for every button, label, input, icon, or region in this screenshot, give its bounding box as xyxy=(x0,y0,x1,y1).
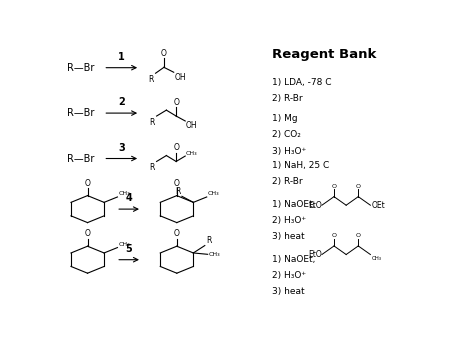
Text: R: R xyxy=(150,118,155,127)
Text: OH: OH xyxy=(186,121,198,130)
Text: R: R xyxy=(149,75,154,84)
Text: O: O xyxy=(331,184,337,189)
Text: Reagent Bank: Reagent Bank xyxy=(272,48,377,61)
Text: CH₃: CH₃ xyxy=(209,252,220,257)
Text: 5: 5 xyxy=(126,244,132,254)
Text: O: O xyxy=(356,184,361,189)
Text: 2) R-Br: 2) R-Br xyxy=(272,94,303,103)
Text: 1) NaOEt,: 1) NaOEt, xyxy=(272,254,316,264)
Text: O: O xyxy=(84,229,91,238)
Text: 2) R-Br: 2) R-Br xyxy=(272,177,303,186)
Text: R—Br: R—Br xyxy=(66,63,94,73)
Text: R—Br: R—Br xyxy=(66,108,94,118)
Text: O: O xyxy=(173,98,179,107)
Text: 2) H₃O⁺: 2) H₃O⁺ xyxy=(272,271,306,280)
Text: 2: 2 xyxy=(118,97,125,108)
Text: 1) NaH, 25 C: 1) NaH, 25 C xyxy=(272,161,329,170)
Text: EtO: EtO xyxy=(308,201,322,210)
Text: 1) NaOEt,: 1) NaOEt, xyxy=(272,200,316,209)
Text: O: O xyxy=(331,233,337,238)
Text: O: O xyxy=(173,143,179,152)
Text: 2) CO₂: 2) CO₂ xyxy=(272,130,301,140)
Text: 2) H₃O⁺: 2) H₃O⁺ xyxy=(272,216,306,225)
Text: 4: 4 xyxy=(126,193,132,204)
Text: OEt: OEt xyxy=(372,201,386,210)
Text: 3) heat: 3) heat xyxy=(272,287,305,296)
Text: R: R xyxy=(175,187,181,195)
Text: CH₃: CH₃ xyxy=(208,191,219,196)
Text: CH₃: CH₃ xyxy=(118,242,130,247)
Text: R—Br: R—Br xyxy=(66,154,94,163)
Text: R: R xyxy=(206,236,211,245)
Text: EtO: EtO xyxy=(308,250,322,259)
Text: O: O xyxy=(84,179,91,187)
Text: O: O xyxy=(174,179,180,187)
Text: CH₃: CH₃ xyxy=(372,256,382,261)
Text: CH₃: CH₃ xyxy=(186,151,198,156)
Text: CH₃: CH₃ xyxy=(118,191,130,196)
Text: 3) heat: 3) heat xyxy=(272,232,305,241)
Text: O: O xyxy=(174,229,180,238)
Text: O: O xyxy=(161,49,167,58)
Text: 1) LDA, -78 C: 1) LDA, -78 C xyxy=(272,78,332,87)
Text: 1) Mg: 1) Mg xyxy=(272,114,298,123)
Text: OH: OH xyxy=(174,73,186,82)
Text: 3) H₃O⁺: 3) H₃O⁺ xyxy=(272,147,307,156)
Text: R: R xyxy=(150,163,155,173)
Text: O: O xyxy=(356,233,361,238)
Text: 1: 1 xyxy=(118,52,125,62)
Text: 3: 3 xyxy=(118,143,125,153)
